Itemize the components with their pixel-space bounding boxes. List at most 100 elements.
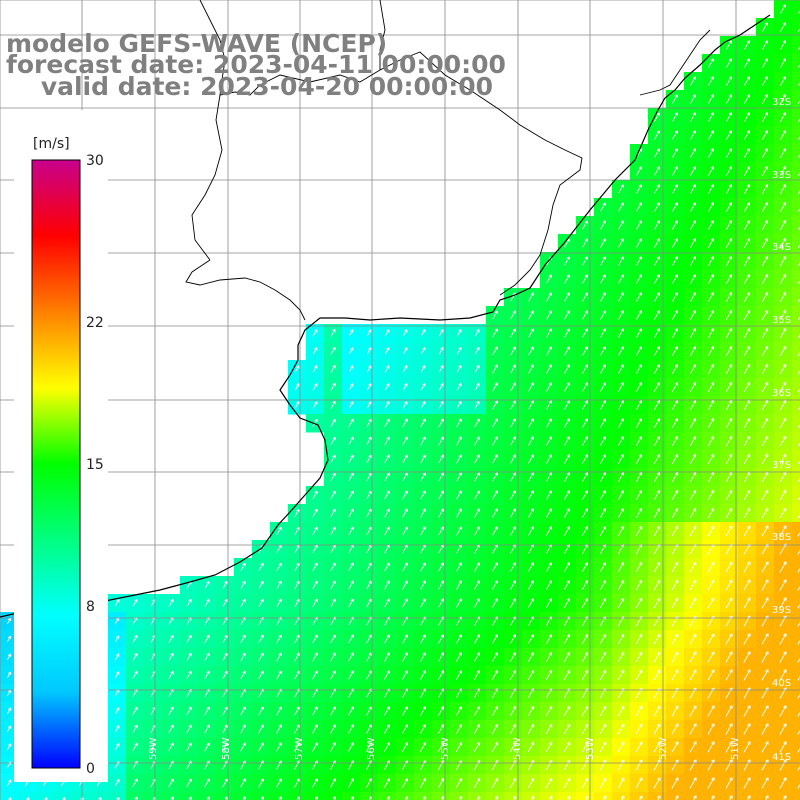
wind-arrow xyxy=(384,580,390,590)
wind-arrow xyxy=(797,423,800,429)
wind-arrow xyxy=(653,436,661,446)
wind-arrow xyxy=(797,549,800,555)
wind-arrow xyxy=(725,435,733,446)
wind-cell xyxy=(306,792,325,800)
wind-arrow xyxy=(438,706,445,716)
wind-arrow xyxy=(779,561,787,573)
wind-arrow xyxy=(600,328,606,338)
wind-arrow xyxy=(797,657,800,663)
wind-arrow xyxy=(636,256,642,266)
wind-arrow xyxy=(689,579,697,591)
wind-arrow xyxy=(636,400,643,410)
wind-arrow xyxy=(438,598,444,608)
wind-arrow xyxy=(797,711,800,717)
wind-cell xyxy=(522,792,541,800)
wind-arrow xyxy=(258,724,264,734)
wind-arrow xyxy=(402,562,408,572)
wind-arrow xyxy=(348,706,354,716)
wind-arrow xyxy=(260,796,264,800)
wind-cell xyxy=(252,792,271,800)
wind-arrow xyxy=(600,346,606,356)
wind-arrow xyxy=(222,724,228,734)
wind-arrow xyxy=(258,562,264,571)
wind-arrow xyxy=(546,508,552,518)
wind-arrow xyxy=(348,472,354,482)
wind-arrow xyxy=(510,328,516,338)
wind-arrow xyxy=(458,795,463,800)
wind-arrow xyxy=(456,418,462,428)
wind-arrow xyxy=(761,273,769,284)
colorbar-tick-label: 30 xyxy=(86,153,104,169)
wind-arrow xyxy=(545,652,553,662)
wind-arrow xyxy=(563,634,571,644)
wind-cell xyxy=(792,504,800,523)
wind-arrow xyxy=(510,364,516,374)
wind-arrow xyxy=(492,634,498,644)
wind-arrow xyxy=(708,238,715,248)
wind-arrow xyxy=(617,561,625,572)
wind-arrow xyxy=(761,489,769,501)
wind-arrow xyxy=(474,472,480,482)
wind-arrow xyxy=(654,256,660,266)
wind-cell xyxy=(144,792,163,800)
wind-arrow xyxy=(456,383,462,391)
wind-arrow xyxy=(635,651,643,663)
wind-arrow xyxy=(366,634,372,644)
wind-arrow xyxy=(599,741,607,753)
wind-arrow xyxy=(491,706,499,716)
wind-arrow xyxy=(744,130,751,140)
wind-arrow xyxy=(186,706,192,716)
wind-arrow xyxy=(492,328,498,338)
wind-arrow xyxy=(168,706,174,716)
wind-arrow xyxy=(456,454,462,464)
wind-cell xyxy=(720,792,739,800)
wind-arrow xyxy=(762,76,769,86)
wind-arrow xyxy=(600,526,607,536)
wind-arrow xyxy=(366,347,372,355)
wind-arrow xyxy=(743,471,751,482)
lon-label: 57W xyxy=(294,737,305,760)
wind-arrow xyxy=(314,796,318,800)
wind-arrow xyxy=(617,669,625,681)
wind-arrow xyxy=(474,365,480,373)
wind-arrow xyxy=(707,561,715,573)
wind-arrow xyxy=(132,599,138,607)
wind-arrow xyxy=(348,580,354,590)
lat-label: 38S xyxy=(772,532,791,543)
wind-arrow xyxy=(671,741,679,753)
wind-cell xyxy=(792,0,800,19)
wind-arrow xyxy=(707,525,715,537)
wind-arrow xyxy=(671,705,679,717)
wind-arrow xyxy=(474,490,480,500)
wind-arrow xyxy=(653,759,661,771)
wind-arrow xyxy=(509,670,517,680)
wind-arrow xyxy=(492,670,499,680)
wind-arrow xyxy=(456,706,463,716)
wind-arrow xyxy=(779,705,787,717)
wind-arrow xyxy=(204,580,210,589)
wind-cell xyxy=(216,792,235,800)
wind-arrow xyxy=(384,436,390,446)
wind-arrow xyxy=(780,22,787,32)
wind-arrow xyxy=(743,741,751,753)
wind-cell xyxy=(792,270,800,289)
wind-arrow xyxy=(222,598,228,607)
wind-arrow xyxy=(527,741,535,752)
wind-arrow xyxy=(420,562,426,572)
wind-arrow xyxy=(420,706,427,716)
wind-arrow xyxy=(761,256,769,266)
wind-arrow xyxy=(689,525,697,537)
wind-arrow xyxy=(581,741,589,753)
wind-arrow xyxy=(312,418,318,427)
wind-arrow xyxy=(779,345,787,356)
wind-arrow xyxy=(653,651,661,663)
wind-arrow xyxy=(744,112,751,122)
wind-cell xyxy=(792,342,800,361)
wind-arrow xyxy=(420,490,426,500)
wind-arrow xyxy=(600,364,606,374)
wind-arrow xyxy=(798,45,800,50)
wind-cell xyxy=(396,792,415,800)
wind-arrow xyxy=(618,364,624,374)
wind-arrow xyxy=(617,526,625,536)
